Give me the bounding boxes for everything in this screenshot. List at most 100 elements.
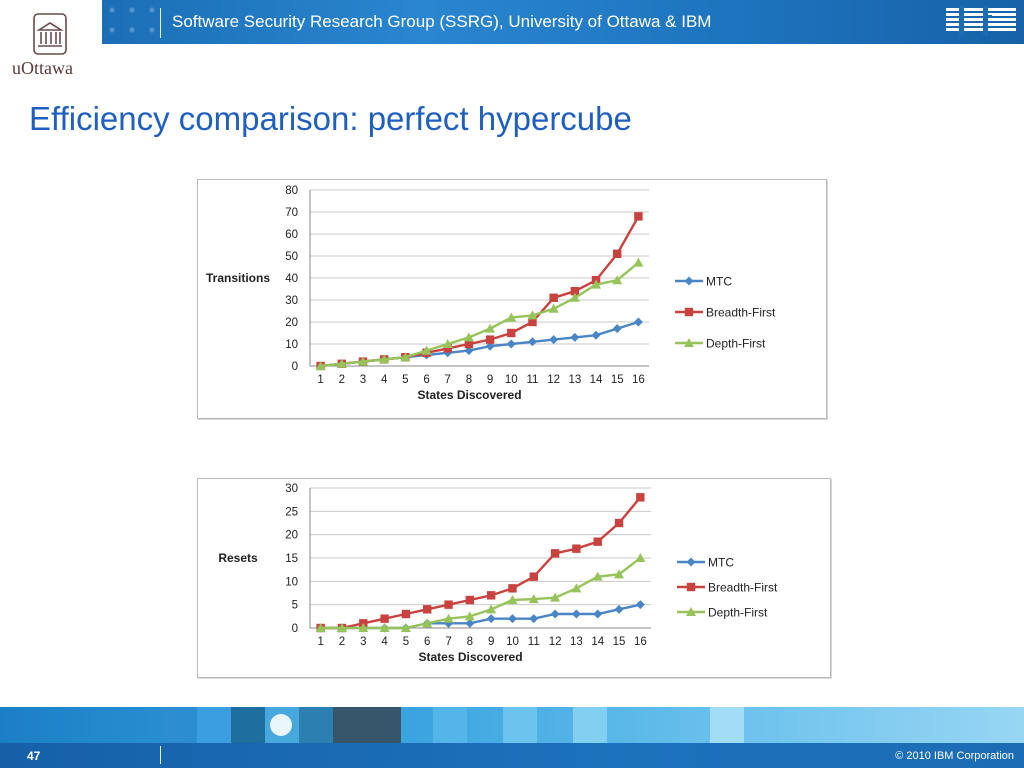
data-point: [315, 361, 326, 370]
data-point: [336, 358, 347, 368]
legend-label: Breadth-First: [706, 306, 776, 320]
series-breadth-first: [316, 212, 643, 371]
y-tick-label: 60: [285, 229, 298, 241]
data-point: [550, 549, 560, 558]
x-tick-label: 10: [505, 374, 518, 386]
data-point: [465, 595, 475, 605]
data-point: [444, 600, 453, 609]
data-point: [443, 613, 454, 623]
data-point: [614, 569, 625, 579]
x-axis-label: States Discovered: [417, 388, 521, 402]
data-point: [570, 332, 580, 342]
uottawa-logo: [33, 13, 67, 55]
x-tick-label: 9: [487, 374, 493, 386]
x-tick-label: 5: [403, 636, 409, 648]
x-tick-label: 8: [466, 374, 472, 386]
data-point: [336, 623, 347, 632]
x-tick-label: 6: [423, 374, 429, 386]
x-tick-label: 13: [570, 636, 583, 648]
data-point: [465, 618, 475, 628]
data-point: [463, 332, 474, 342]
data-point: [612, 324, 622, 334]
header-texture: [102, 0, 162, 44]
footer-tile-10: [710, 707, 744, 743]
data-point: [549, 293, 558, 302]
data-point: [444, 618, 454, 628]
legend-entry: Depth-First: [675, 337, 766, 351]
x-tick-label: 16: [634, 636, 647, 648]
data-point: [570, 287, 580, 296]
legend-entry: Depth-First: [677, 606, 768, 620]
data-point: [486, 614, 496, 624]
page-number: 47: [27, 749, 41, 763]
series-depth-first: [315, 553, 646, 632]
data-point: [550, 609, 560, 619]
data-point: [443, 344, 452, 353]
data-point: [571, 609, 581, 619]
y-tick-label: 5: [292, 600, 298, 612]
data-point: [485, 341, 495, 351]
data-point: [634, 212, 643, 221]
legend-marker: [686, 582, 696, 592]
x-tick-label: 14: [591, 636, 604, 648]
data-point: [486, 604, 497, 614]
data-point: [592, 571, 603, 581]
data-point: [357, 356, 368, 366]
transitions-chart: 0 10 20 30 40 50 60 70 80 1 2 3 4 5 6 7 8 9 10 11 12 13 14 15 16…: [197, 179, 827, 419]
x-tick-label: 1: [317, 636, 323, 648]
data-point: [485, 323, 496, 333]
footer-tile-3: [231, 707, 265, 743]
data-point: [591, 330, 601, 340]
data-point: [486, 591, 496, 600]
data-point: [506, 312, 517, 322]
x-tick-label: 11: [528, 636, 540, 648]
y-tick-label: 40: [285, 273, 298, 285]
page-title: Efficiency comparison: perfect hypercube: [29, 100, 632, 137]
data-point: [550, 592, 561, 602]
y-tick-label: 30: [285, 295, 298, 307]
resets-chart: 0 5 10 15 20 25 30 1 2 3 4 5 6 7 8 9 10 11 12 13 14 15 16 State…: [197, 478, 831, 678]
data-point: [422, 618, 433, 628]
series-line: [320, 261, 640, 368]
y-tick-label: 20: [285, 317, 298, 329]
x-tick-label: 5: [402, 374, 408, 386]
y-axis-label: Transitions: [206, 271, 270, 285]
legend-marker: [684, 338, 694, 347]
data-point: [569, 292, 580, 302]
data-point: [380, 614, 389, 623]
legend-entry: Breadth-First: [675, 306, 776, 320]
x-tick-label: 1: [317, 374, 323, 386]
x-tick-label: 2: [339, 636, 345, 648]
data-point: [633, 317, 643, 327]
footer-tile-8: [503, 707, 537, 743]
footer-tile-2: [197, 707, 231, 743]
data-point: [529, 572, 538, 581]
data-point: [423, 605, 432, 614]
x-tick-label: 3: [360, 374, 366, 386]
data-point: [464, 611, 475, 621]
data-point: [529, 614, 539, 624]
data-point: [379, 354, 390, 364]
data-point: [464, 346, 474, 356]
x-tick-label: 12: [549, 636, 562, 648]
x-tick-label: 2: [339, 374, 345, 386]
data-point: [572, 544, 581, 553]
data-point: [358, 623, 369, 632]
x-tick-label: 3: [360, 636, 366, 648]
data-point: [548, 303, 559, 313]
ibm-logo-text: IBM: [980, 26, 982, 28]
legend-label: Breadth-First: [708, 581, 778, 595]
legend-entry: MTC: [675, 275, 732, 289]
legend-entry: Breadth-First: [677, 581, 778, 595]
x-tick-label: 8: [467, 636, 473, 648]
legend-label: MTC: [708, 556, 734, 570]
series-line: [320, 557, 642, 630]
data-point: [636, 493, 645, 502]
x-tick-label: 6: [424, 636, 430, 648]
y-tick-label: 20: [285, 530, 298, 542]
y-tick-label: 30: [285, 483, 298, 495]
y-tick-label: 15: [285, 553, 298, 565]
y-axis-label: Resets: [218, 551, 258, 565]
